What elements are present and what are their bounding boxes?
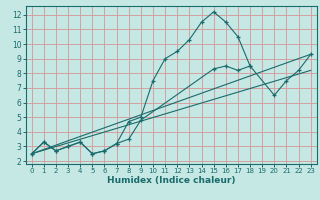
X-axis label: Humidex (Indice chaleur): Humidex (Indice chaleur) — [107, 176, 236, 185]
